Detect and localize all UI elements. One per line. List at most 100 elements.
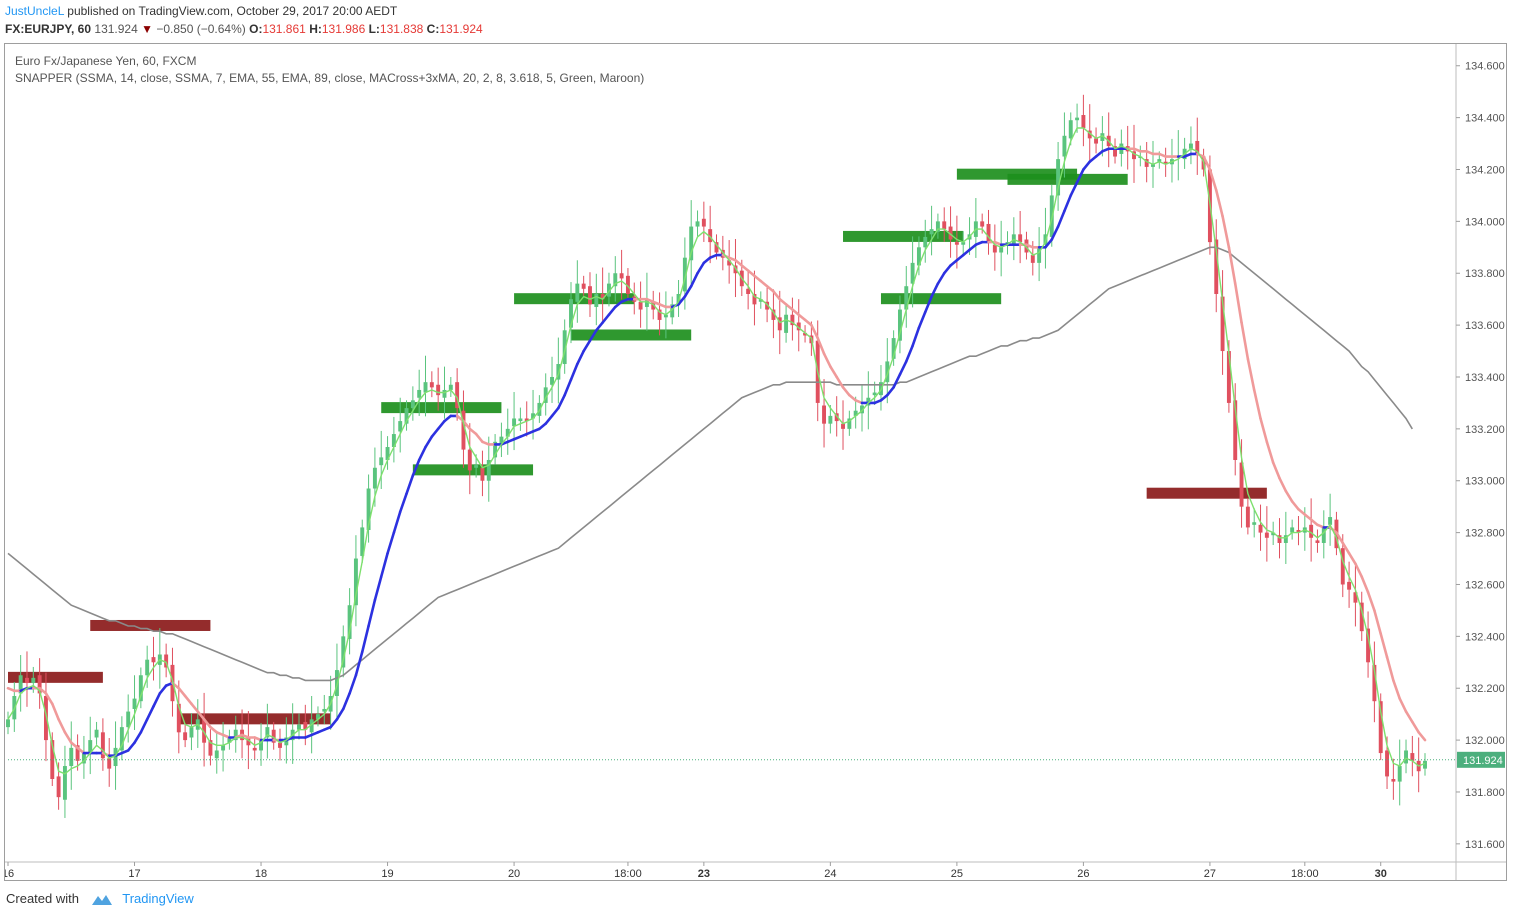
candle-up — [1397, 766, 1402, 782]
slow-ma-segment — [759, 279, 769, 288]
candle-up — [644, 299, 649, 307]
publish-line: JustUncleL published on TradingView.com,… — [5, 4, 397, 18]
price-chart[interactable]: 131.600 131.800 132.000 132.200 132.400 132.6… — [5, 44, 1506, 880]
slow-ma-segment — [1284, 489, 1294, 503]
candle-down — [107, 758, 112, 769]
slow-ma-segment — [917, 310, 927, 330]
time-tick-label: 18:00 — [1291, 868, 1319, 880]
candle-up — [1151, 164, 1155, 167]
candle-down — [467, 449, 472, 471]
candle-up — [1068, 120, 1073, 139]
candle-up — [448, 384, 453, 390]
time-tick-label: 17 — [128, 868, 140, 880]
candle-down — [651, 301, 656, 310]
slow-ma-segment — [1417, 731, 1427, 742]
candle-down — [480, 467, 485, 481]
candle-up — [221, 745, 226, 751]
candle-down — [1094, 138, 1099, 144]
candle-down — [100, 732, 105, 759]
candle-up — [417, 389, 422, 398]
slow-ma-segment — [348, 673, 358, 695]
candle-down — [37, 675, 42, 694]
candle-up — [486, 459, 491, 481]
candle-up — [1271, 532, 1276, 536]
support-zone — [843, 230, 964, 242]
slow-ma-segment — [360, 624, 370, 654]
candle-up — [316, 714, 320, 720]
slow-ma-segment — [942, 264, 952, 275]
chart-frame[interactable]: 131.600 131.800 132.000 132.200 132.400 132.6… — [4, 43, 1507, 881]
high-value: 131.986 — [321, 22, 366, 36]
slow-ma-segment — [746, 269, 756, 278]
candle-down — [1239, 462, 1244, 507]
slow-ma-segment — [1335, 531, 1345, 545]
time-tick-label: 18:00 — [614, 868, 642, 880]
candle-down — [701, 218, 706, 227]
slow-ma-segment — [1246, 357, 1256, 392]
slow-ma-segment — [177, 686, 187, 698]
candle-up — [265, 727, 270, 738]
slow-ma-segment — [1259, 417, 1269, 444]
slow-ma-segment — [930, 282, 940, 298]
candle-up — [663, 314, 668, 318]
candle-up — [923, 236, 928, 248]
symbol-label[interactable]: FX:EURJPY, 60 — [5, 22, 92, 36]
candle-down — [1296, 530, 1301, 533]
candle-up — [1100, 133, 1105, 141]
slow-ma-segment — [1088, 155, 1098, 164]
slow-ma-segment — [411, 458, 421, 477]
candle-up — [62, 766, 67, 800]
candle-up — [531, 413, 536, 419]
slow-ma-segment — [386, 531, 396, 555]
price-tick-label: 134.200 — [1465, 164, 1505, 176]
slow-ma-segment — [1227, 246, 1237, 285]
candle-up — [569, 299, 573, 328]
candle-down — [1315, 540, 1320, 543]
slow-ma-segment — [436, 419, 446, 431]
candle-up — [935, 221, 940, 232]
candle-down — [1132, 151, 1136, 160]
candle-up — [347, 605, 352, 639]
candle-up — [689, 226, 694, 261]
support-zone — [381, 402, 502, 414]
candle-down — [524, 418, 529, 422]
candle-up — [1252, 522, 1257, 525]
candle-up — [758, 299, 763, 302]
slow-ma-segment — [367, 598, 377, 628]
candle-up — [929, 229, 934, 235]
candle-up — [214, 750, 219, 759]
slow-ma-segment — [392, 510, 402, 534]
candle-down — [1087, 130, 1092, 139]
author-link[interactable]: JustUncleL — [5, 4, 64, 18]
candle-up — [885, 361, 890, 383]
candle-down — [708, 229, 713, 243]
slow-ma-segment — [753, 274, 763, 283]
candle-up — [69, 747, 74, 767]
candle-down — [461, 410, 466, 450]
candle-down — [75, 745, 80, 761]
candle-up — [259, 740, 263, 751]
candle-up — [556, 364, 561, 380]
slow-ma-segment — [576, 349, 585, 366]
high-label: H: — [309, 22, 322, 36]
candle-down — [1391, 779, 1396, 782]
slow-ma-segment — [784, 303, 794, 311]
slow-ma-segment — [341, 692, 351, 711]
slow-ma-segment — [841, 386, 851, 397]
candle-up — [31, 677, 36, 684]
time-tick-label: 30 — [1375, 868, 1387, 880]
candle-down — [803, 332, 808, 336]
slow-ma-segment — [848, 393, 857, 402]
candle-down — [790, 314, 795, 326]
tradingview-link[interactable]: TradingView — [122, 891, 194, 906]
slow-ma-segment — [595, 321, 604, 332]
candle-down — [948, 226, 953, 240]
candle-down — [986, 223, 991, 243]
candle-up — [613, 273, 618, 287]
candle-down — [625, 275, 630, 294]
slow-ma-segment — [949, 258, 959, 267]
slow-ma-segment — [44, 692, 54, 706]
slow-ma-segment — [797, 313, 807, 322]
candle-down — [1340, 548, 1345, 585]
candle-down — [1264, 532, 1269, 538]
